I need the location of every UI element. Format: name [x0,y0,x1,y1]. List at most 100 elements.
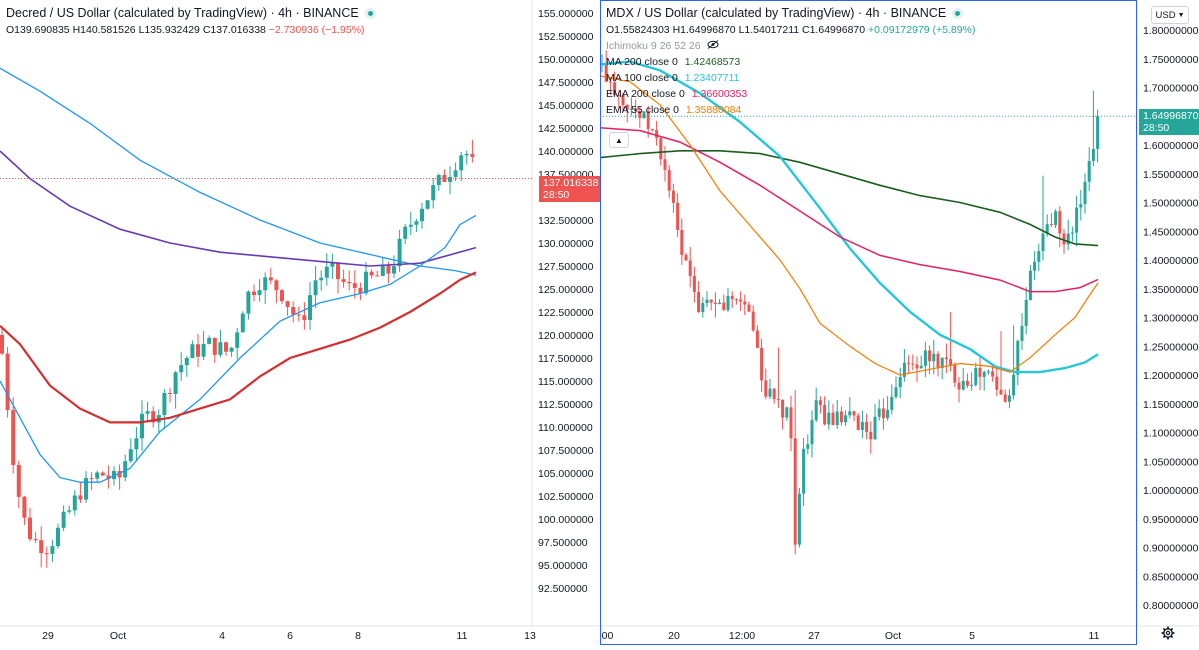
mdx-ema200-line[interactable] [600,127,1099,293]
candle-body [806,444,810,449]
decred-change: −2.730936 (−1.95%) [268,24,365,36]
candle-body [1020,325,1024,341]
decred-ema-red[interactable] [0,271,477,424]
decred-ma-purple[interactable] [0,150,477,267]
mdx-ma100-line[interactable] [600,60,1099,374]
candle-body [995,376,999,390]
candle-body [0,335,4,354]
candle-body [659,138,663,160]
candle-body [764,380,768,397]
candle-body [212,337,217,355]
candle-body [617,94,621,96]
candle-body [280,290,284,302]
candle-body [61,511,66,528]
indicator-ma200[interactable]: MA 200 close 0 1.42468573 [606,56,975,68]
candle-body [128,449,133,462]
candle-body [747,304,751,312]
mdx-open: O1.55824303 [606,24,670,36]
candle-body [352,283,357,288]
candle-body [978,367,982,377]
candle-body [89,478,94,480]
eye-hidden-icon[interactable] [707,40,719,52]
candle-body [923,350,927,366]
candle-body [252,291,256,296]
mdx-candles [600,50,1100,555]
mdx-bar-countdown: 28:50 [1143,122,1170,134]
candle-body [730,295,734,300]
candle-body [982,371,986,377]
indicator-ma100[interactable]: MA 100 close 0 1.23407711 [606,72,975,84]
price-axis-label: 115.000000 [538,376,593,388]
mdx-high: H1.64996870 [672,24,736,36]
price-axis-label: 112.500000 [538,399,593,411]
decred-open: O139.690835 [6,24,70,36]
price-axis-label: 130.000000 [538,238,594,250]
candle-body [667,169,671,191]
decred-ma-blue-2[interactable] [0,214,477,483]
candle-body [625,104,629,110]
indicator-ema55[interactable]: EMA 55 close 0 1.35880084 [606,104,975,116]
price-axis-label: 142.500000 [538,123,594,135]
candle-body [106,475,111,480]
time-axis-label: 12:00 [729,630,755,642]
decred-candles [0,139,475,568]
candle-body [621,95,625,105]
price-axis-label: 1.25000000 [1143,341,1199,353]
legend-collapse-button[interactable]: ▲ [609,132,629,148]
candle-body [1012,374,1016,396]
mdx-low: L1.54017211 [738,24,800,36]
mdx-ohlc: O1.55824303 H1.64996870 L1.54017211 C1.6… [606,24,975,36]
chevron-up-icon: ▲ [615,135,623,145]
candle-body [785,407,789,418]
candle-body [692,276,696,292]
candle-body [604,62,608,82]
candle-body [781,399,785,418]
mdx-ema55-line[interactable] [600,75,1099,376]
candle-body [336,262,340,280]
indicator-ma200-value: 1.42468573 [684,56,741,69]
price-axis-label: 122.500000 [538,307,594,319]
price-axis-label: 1.00000000 [1143,485,1199,497]
decred-ma-blue-1[interactable] [0,67,477,276]
chart-pane-mdx[interactable]: 1.800000001.750000001.700000001.65000000… [600,0,1199,650]
time-axis-label: 20 [668,630,680,642]
price-axis-label: 97.500000 [538,537,588,549]
candle-body [684,254,688,261]
decred-low: L135.932429 [138,24,200,36]
candle-body [330,262,335,267]
decred-chart-canvas[interactable]: 155.000000 152.500000 150.000000 147.500000… [0,0,600,650]
candle-body [965,380,969,386]
candle-body [1083,181,1087,205]
candle-body [184,357,189,366]
price-axis-label: 125.000000 [538,284,594,296]
price-axis-label: 1.40000000 [1143,255,1199,267]
price-axis-label: 102.500000 [538,491,594,503]
currency-select[interactable]: USD ▼ [1151,6,1189,24]
candle-body [814,400,818,421]
decred-symbol-title[interactable]: Decred / US Dollar (calculated by Tradin… [6,6,359,20]
mdx-symbol-title[interactable]: MDX / US Dollar (calculated by TradingVi… [606,6,947,20]
candle-body [95,472,100,479]
price-axis-label: 0.90000000 [1143,543,1199,555]
indicator-ema200[interactable]: EMA 200 close 0 1.36600353 [606,88,975,100]
candle-body [369,271,374,276]
indicator-ma100-value: 1.23407711 [684,72,740,85]
indicator-ichimoku[interactable]: Ichimoku 9 26 52 26 [606,40,975,52]
candle-body [263,277,268,291]
decred-ohlc: O139.690835 H140.581526 L135.932429 C137… [6,24,376,36]
gear-icon[interactable] [1161,626,1175,640]
candle-body [755,330,759,348]
candle-body [1037,251,1041,262]
price-axis-label: 155.000000 [538,8,594,20]
chart-pane-decred[interactable]: 155.000000 152.500000 150.000000 147.500000… [0,0,600,650]
candle-body [974,367,978,385]
mdx-last-price-tag: 1.64996870 28:50 [1139,109,1199,135]
candle-body [613,82,617,95]
candle-body [718,302,722,304]
price-axis-label: 1.20000000 [1143,370,1199,382]
candle-body [772,388,776,400]
candle-body [999,389,1003,395]
candle-body [671,190,675,203]
time-axis-label: 6 [287,630,293,642]
candle-body [961,380,965,390]
